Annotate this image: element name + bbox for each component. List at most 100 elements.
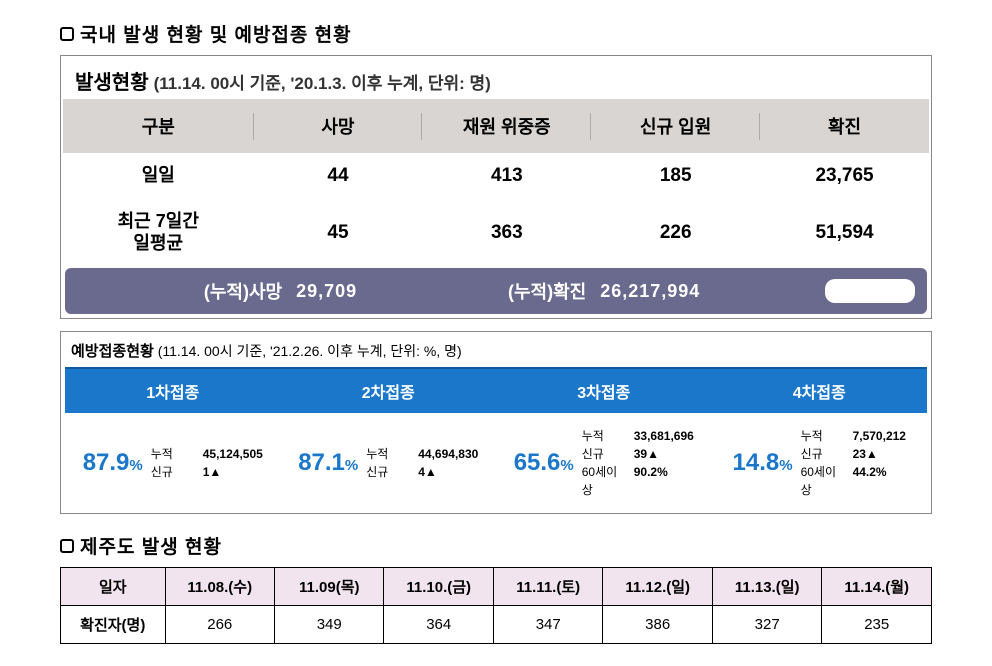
status-cell: 363 bbox=[422, 199, 591, 266]
jeju-header-row: 일자 11.08.(수) 11.09(목) 11.10.(금) 11.11.(토… bbox=[61, 568, 932, 606]
status-panel: 발생현황 (11.14. 00시 기준, '20.1.3. 이후 누계, 단위:… bbox=[60, 55, 932, 319]
status-col-3: 신규 입원 bbox=[591, 99, 760, 153]
vax-sub-row: 누적 7,570,212 bbox=[801, 427, 906, 445]
vax-sub: 누적 33,681,696 신규 39▲ 60세이상 90.2% bbox=[582, 427, 694, 499]
status-note: (11.14. 00시 기준, '20.1.3. 이후 누계, 단위: 명) bbox=[154, 74, 491, 93]
vax-sub-key: 누적 bbox=[151, 445, 193, 463]
vax-sub: 누적 44,694,830신규4▲ bbox=[366, 445, 478, 481]
vax-sub-row: 신규 1▲ bbox=[151, 463, 263, 481]
jeju-value: 235 bbox=[822, 606, 932, 644]
jeju-date: 11.08.(수) bbox=[165, 568, 274, 606]
vax-sub-val: 44.2% bbox=[853, 463, 887, 499]
vax-sub-key: 누적 bbox=[582, 427, 624, 445]
cumulative-bar: (누적)사망 29,709 (누적)확진 26,217,994 bbox=[65, 268, 927, 314]
checkbox-icon bbox=[60, 27, 74, 41]
status-row-daily: 일일 44 413 185 23,765 bbox=[63, 153, 929, 199]
status-cell: 413 bbox=[422, 153, 591, 199]
status-table: 구분 사망 재원 위중증 신규 입원 확진 일일 44 413 185 23,7… bbox=[63, 99, 929, 266]
vax-sub-val: 1▲ bbox=[203, 463, 222, 481]
status-row-0-label: 일일 bbox=[63, 153, 254, 199]
vax-pct: 87.1% bbox=[298, 449, 358, 477]
status-cell: 226 bbox=[591, 199, 760, 266]
jeju-date: 11.12.(일) bbox=[603, 568, 712, 606]
status-cell: 45 bbox=[254, 199, 423, 266]
section-title-jeju: 제주도 발생 현황 bbox=[60, 532, 932, 559]
status-col-2: 재원 위중증 bbox=[422, 99, 591, 153]
jeju-header-label: 일자 bbox=[61, 568, 166, 606]
vaccination-header: 1차접종 2차접종 3차접종 4차접종 bbox=[65, 367, 927, 413]
vax-sub-row: 신규4▲ bbox=[366, 463, 478, 481]
vax-dose-1: 87.9% 누적45,124,505신규 1▲ bbox=[65, 427, 281, 499]
cumulative-confirmed: (누적)확진 26,217,994 bbox=[496, 268, 927, 314]
vax-sub-val: 4▲ bbox=[418, 463, 437, 481]
vax-sub-val: 7,570,212 bbox=[853, 427, 906, 445]
cum-confirmed-value: 26,217,994 bbox=[600, 281, 700, 302]
vax-sub-row: 60세이상 90.2% bbox=[582, 463, 694, 499]
vax-sub-key: 신규 bbox=[801, 445, 843, 463]
vax-sub-row: 누적45,124,505 bbox=[151, 445, 263, 463]
vax-sub-key: 60세이상 bbox=[801, 463, 843, 499]
status-label: 발생현황 bbox=[75, 72, 149, 94]
jeju-value: 266 bbox=[165, 606, 274, 644]
vaccination-title: 예방접종현황 (11.14. 00시 기준, '21.2.26. 이후 누계, … bbox=[65, 336, 927, 367]
cum-pill-icon bbox=[825, 279, 915, 303]
vax-dose-2: 87.1% 누적 44,694,830신규4▲ bbox=[281, 427, 497, 499]
section-title-text: 국내 발생 현황 및 예방접종 현황 bbox=[80, 25, 352, 46]
vax-col-0: 1차접종 bbox=[65, 369, 281, 413]
status-col-0: 구분 bbox=[63, 99, 254, 153]
status-cell: 185 bbox=[591, 153, 760, 199]
checkbox-icon bbox=[60, 539, 74, 553]
vax-sub-val: 90.2% bbox=[634, 463, 668, 499]
vax-sub-row: 누적 44,694,830 bbox=[366, 445, 478, 463]
jeju-table: 일자 11.08.(수) 11.09(목) 11.10.(금) 11.11.(토… bbox=[60, 567, 932, 644]
vax-sub-row: 60세이상 44.2% bbox=[801, 463, 906, 499]
cum-death-value: 29,709 bbox=[296, 281, 357, 302]
section2-title-text: 제주도 발생 현황 bbox=[80, 537, 222, 558]
status-cell: 51,594 bbox=[760, 199, 929, 266]
vax-sub-val: 39▲ bbox=[634, 445, 659, 463]
vax-sub-row: 누적 33,681,696 bbox=[582, 427, 694, 445]
vax-sub-row: 신규 39▲ bbox=[582, 445, 694, 463]
vax-col-3: 4차접종 bbox=[712, 369, 928, 413]
vax-sub-key: 60세이상 bbox=[582, 463, 624, 499]
vax-pct: 65.6% bbox=[514, 449, 574, 477]
vaccination-panel: 예방접종현황 (11.14. 00시 기준, '21.2.26. 이후 누계, … bbox=[60, 331, 932, 514]
vax-title-bold: 예방접종현황 bbox=[71, 343, 154, 360]
jeju-value: 364 bbox=[384, 606, 493, 644]
vaccination-body: 87.9%누적45,124,505신규1▲87.1%누적44,694,830신규… bbox=[65, 413, 927, 509]
jeju-date: 11.10.(금) bbox=[384, 568, 493, 606]
vax-sub-key: 누적 bbox=[366, 445, 408, 463]
vax-pct: 87.9% bbox=[83, 449, 143, 477]
vax-title-note: (11.14. 00시 기준, '21.2.26. 이후 누계, 단위: %, … bbox=[158, 343, 462, 359]
vax-col-1: 2차접종 bbox=[281, 369, 497, 413]
cumulative-death: (누적)사망 29,709 bbox=[65, 268, 496, 314]
vax-sub-val: 33,681,696 bbox=[634, 427, 694, 445]
jeju-date: 11.09(목) bbox=[275, 568, 384, 606]
vax-sub-row: 신규 23▲ bbox=[801, 445, 906, 463]
vax-sub-key: 누적 bbox=[801, 427, 843, 445]
status-header: 발생현황 (11.14. 00시 기준, '20.1.3. 이후 누계, 단위:… bbox=[63, 58, 929, 99]
cum-confirmed-label: (누적)확진 bbox=[508, 278, 586, 304]
status-row-1-label: 최근 7일간 일평균 bbox=[63, 199, 254, 266]
status-col-1: 사망 bbox=[254, 99, 423, 153]
vax-pct: 14.8% bbox=[733, 449, 793, 477]
status-col-4: 확진 bbox=[760, 99, 929, 153]
status-cell: 23,765 bbox=[760, 153, 929, 199]
vax-sub: 누적 7,570,212 신규 23▲ 60세이상 44.2% bbox=[801, 427, 906, 499]
status-table-header-row: 구분 사망 재원 위중증 신규 입원 확진 bbox=[63, 99, 929, 153]
cum-death-label: (누적)사망 bbox=[204, 278, 282, 304]
jeju-value: 349 bbox=[275, 606, 384, 644]
vax-sub: 누적45,124,505신규 1▲ bbox=[151, 445, 263, 481]
jeju-data-row: 확진자(명) 266 349 364 347 386 327 235 bbox=[61, 606, 932, 644]
jeju-value: 386 bbox=[603, 606, 712, 644]
status-row-7day: 최근 7일간 일평균 45 363 226 51,594 bbox=[63, 199, 929, 266]
vax-sub-key: 신규 bbox=[582, 445, 624, 463]
jeju-date: 11.13.(일) bbox=[712, 568, 821, 606]
vax-sub-key: 신규 bbox=[151, 463, 193, 481]
jeju-data-label: 확진자(명) bbox=[61, 606, 166, 644]
vax-sub-val: 23▲ bbox=[853, 445, 878, 463]
vax-dose-4: 14.8% 누적 7,570,212 신규 23▲ 60세이상 44.2% bbox=[712, 427, 928, 499]
vax-sub-val: 44,694,830 bbox=[418, 445, 478, 463]
vax-col-2: 3차접종 bbox=[496, 369, 712, 413]
jeju-date: 11.14.(월) bbox=[822, 568, 932, 606]
